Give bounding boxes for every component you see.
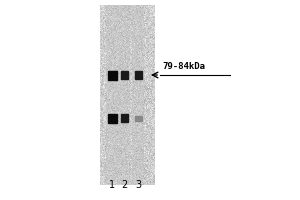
Text: 79-84kDa: 79-84kDa <box>162 62 205 71</box>
Text: 3: 3 <box>135 180 141 190</box>
Bar <box>107 71 116 79</box>
Text: 2: 2 <box>121 180 127 190</box>
Bar <box>134 116 142 120</box>
Bar <box>107 114 116 122</box>
Bar <box>134 71 142 79</box>
Bar <box>121 71 128 79</box>
Bar <box>121 114 128 122</box>
Text: 1: 1 <box>109 180 115 190</box>
